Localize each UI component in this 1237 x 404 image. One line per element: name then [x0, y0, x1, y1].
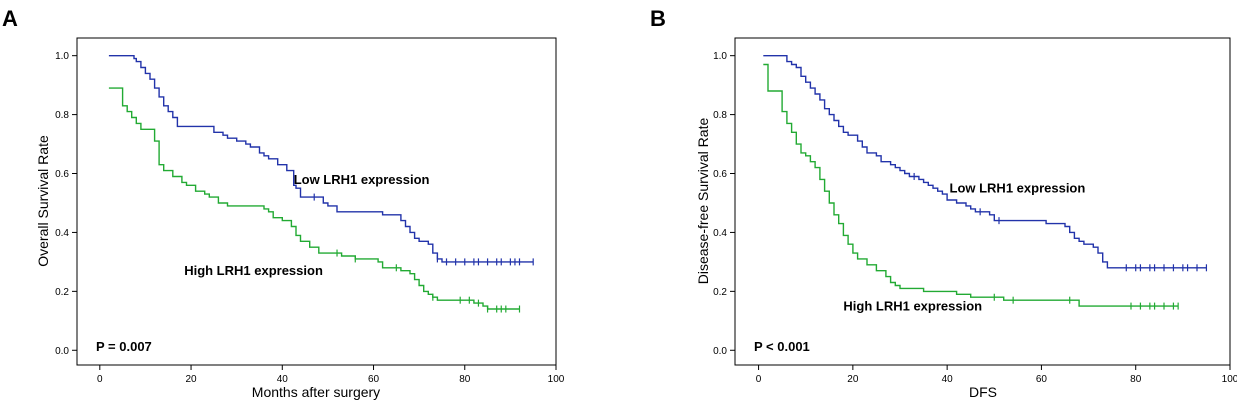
panel-a-letter: A	[2, 6, 18, 31]
panel-b-y-tick-label: 0.8	[713, 110, 727, 121]
panel-b-y-tick-label: 1.0	[713, 51, 727, 62]
panel-a-high-label: High LRH1 expression	[184, 263, 323, 278]
panel-b-x-tick-label: 0	[756, 374, 762, 385]
panel-a-y-tick-label: 0.4	[55, 228, 69, 239]
panel-b-letter: B	[650, 6, 666, 31]
panel-a-y-tick-label: 0.2	[55, 287, 69, 298]
panel-b-high-label: High LRH1 expression	[843, 299, 982, 314]
panel-b-curves	[763, 55, 1208, 310]
panel-a-plot-frame	[76, 37, 557, 366]
panel-b-ticks: 0 20 40 60 80 100 0.0 0.2 0.4 0.6 0.8 1.0	[713, 51, 1237, 385]
panel-a-y-tick-label: 0.6	[55, 169, 69, 180]
panel-b-y-tick-label: 0.0	[713, 346, 727, 357]
panel-a-y-tick-label: 1.0	[55, 51, 69, 62]
panel-a-curves	[108, 55, 534, 313]
panel-a-low-label: Low LRH1 expression	[294, 172, 430, 187]
panel-a-x-tick-label: 40	[277, 374, 289, 385]
panel-b-y-tick-label: 0.6	[713, 169, 727, 180]
panel-b-x-axis-title: DFS	[969, 384, 997, 400]
panel-a-p-value: P = 0.007	[96, 339, 152, 354]
panel-b-x-tick-label: 60	[1036, 374, 1048, 385]
panel-b-x-tick-label: 80	[1130, 374, 1142, 385]
panel-a-x-tick-label: 20	[185, 374, 197, 385]
panel-b-x-tick-label: 40	[942, 374, 954, 385]
panel-a: A Months after surgery Overall Survival …	[2, 6, 565, 400]
panel-a-y-axis-title: Overall Survival Rate	[35, 135, 51, 267]
panel-b-plot-frame	[734, 37, 1231, 366]
panel-b-x-tick-label: 100	[1222, 374, 1237, 385]
panel-b-y-tick-label: 0.2	[713, 287, 727, 298]
panel-b-x-tick-label: 20	[847, 374, 859, 385]
panel-b-low-curve	[763, 55, 1207, 269]
panel-a-x-tick-label: 80	[459, 374, 471, 385]
panel-b-low-label: Low LRH1 expression	[950, 181, 1086, 196]
panel-a-x-axis-title: Months after surgery	[252, 384, 380, 400]
panel-a-ticks: 0 20 40 60 80 100 0.0 0.2 0.4 0.6 0.8 1.0	[55, 51, 565, 385]
panel-a-high-curve	[108, 87, 520, 310]
panel-a-x-tick-label: 0	[97, 374, 103, 385]
panel-a-x-tick-label: 60	[368, 374, 380, 385]
panel-b-y-tick-label: 0.4	[713, 228, 727, 239]
panel-a-x-tick-label: 100	[548, 374, 565, 385]
panel-b-p-value: P < 0.001	[754, 339, 810, 354]
panel-b-high-curve	[763, 63, 1179, 307]
panel-b-y-axis-title: Disease-free Survival Rate	[695, 118, 711, 285]
panel-a-low-curve	[108, 55, 534, 263]
panel-a-y-tick-label: 0.8	[55, 110, 69, 121]
panel-a-y-tick-label: 0.0	[55, 346, 69, 357]
panel-b: B DFS Disease-free Survival Rate 0 20 40 60…	[650, 6, 1237, 400]
